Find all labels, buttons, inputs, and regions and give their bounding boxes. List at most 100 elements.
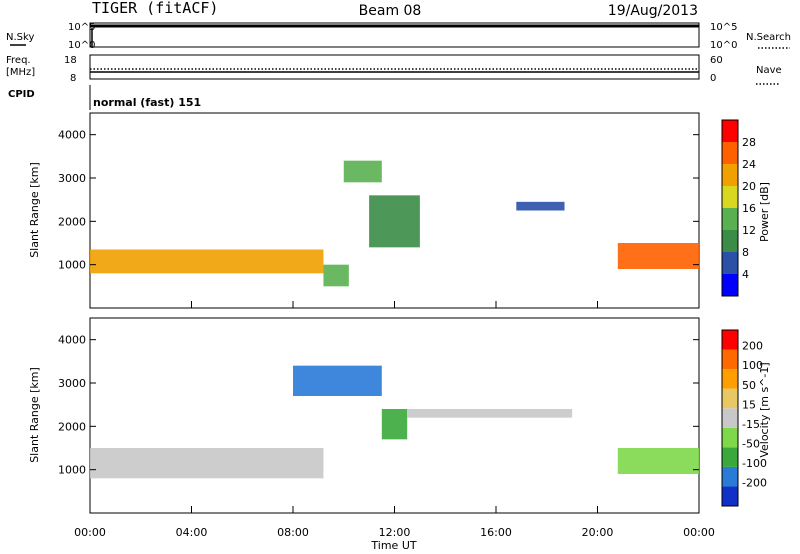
x-tick-label: 12:00 bbox=[379, 526, 411, 539]
power-echo-region bbox=[369, 195, 420, 248]
velocity-echo-region bbox=[293, 365, 382, 396]
power-colorbar-tick-label: 4 bbox=[742, 268, 749, 281]
x-tick-label: 00:00 bbox=[683, 526, 715, 539]
x-tick-label: 08:00 bbox=[277, 526, 309, 539]
power-colorbar-cell bbox=[722, 164, 738, 186]
nsky-panel: N.Sky 10^5 10^0 10^5 10^0 N.Search bbox=[6, 22, 791, 51]
velocity-colorbar-cell bbox=[722, 369, 738, 389]
velocity-colorbar-cell bbox=[722, 447, 738, 467]
power-colorbar-cell bbox=[722, 274, 738, 296]
velocity-panel: 1000 2000 3000 4000 Slant Range [km] bbox=[28, 317, 700, 514]
velocity-colorbar: 200 100 50 15 -15 -50 -100 -200 Velocity [m s^-… bbox=[721, 329, 771, 507]
power-colorbar-cell bbox=[722, 208, 738, 230]
velocity-echoes bbox=[90, 365, 699, 479]
power-y-ticks: 1000 2000 3000 4000 bbox=[58, 129, 699, 272]
velocity-y-ticks: 1000 2000 3000 4000 bbox=[58, 334, 699, 477]
velocity-echo-region bbox=[617, 448, 699, 474]
freq-label: Freq. bbox=[6, 55, 31, 66]
power-ylabel: Slant Range [km] bbox=[28, 162, 41, 258]
freq-panel: Freq. [MHz] 18 8 60 0 Nave bbox=[6, 54, 782, 85]
cpid-label: CPID bbox=[8, 89, 35, 100]
nsearch-tick-top: 10^5 bbox=[710, 22, 737, 33]
x-tick-label: 16:00 bbox=[480, 526, 512, 539]
velocity-colorbar-tick-label: -50 bbox=[742, 437, 760, 450]
velocity-colorbar-cell bbox=[722, 408, 738, 428]
power-echo-region bbox=[323, 264, 349, 287]
power-panel: 1000 2000 3000 4000 Slant Range [km] bbox=[28, 112, 700, 309]
velocity-colorbar-tick-label: 15 bbox=[742, 398, 756, 411]
freq-tick-bottom: 8 bbox=[70, 73, 76, 84]
freq-unit-label: [MHz] bbox=[6, 67, 35, 78]
nave-tick-top: 60 bbox=[710, 55, 723, 66]
velocity-colorbar-cell bbox=[722, 486, 738, 506]
power-y-tick-label: 1000 bbox=[58, 259, 86, 272]
freq-tick-top: 18 bbox=[64, 55, 77, 66]
power-echo-region bbox=[90, 249, 324, 274]
velocity-colorbar-tick-label: -100 bbox=[742, 457, 767, 470]
velocity-colorbar-cell bbox=[722, 330, 738, 350]
power-colorbar-tick-label: 24 bbox=[742, 158, 756, 171]
power-colorbar-cell bbox=[722, 230, 738, 252]
velocity-colorbar-cell bbox=[722, 388, 738, 409]
power-colorbar-cell bbox=[722, 120, 738, 142]
velocity-echo-region bbox=[381, 409, 408, 440]
velocity-colorbar-cell bbox=[722, 427, 738, 448]
power-y-tick-label: 3000 bbox=[58, 172, 86, 185]
power-colorbar-cell bbox=[722, 252, 738, 274]
velocity-colorbar-tick-label: 50 bbox=[742, 379, 756, 392]
power-colorbar-label: Power [dB] bbox=[758, 182, 771, 242]
beam-title: Beam 08 bbox=[359, 3, 422, 19]
power-colorbar-frame bbox=[721, 119, 739, 297]
nave-tick-bottom: 0 bbox=[710, 73, 716, 84]
x-axis-label: Time UT bbox=[370, 539, 416, 552]
cpid-panel: CPID normal (fast) 151 bbox=[8, 85, 201, 110]
power-y-tick-label: 2000 bbox=[58, 215, 86, 228]
power-colorbar-tick-label: 28 bbox=[742, 136, 756, 149]
power-colorbar-ticks: 4 8 12 16 20 24 28 bbox=[742, 136, 756, 281]
power-y-tick-label: 4000 bbox=[58, 129, 86, 142]
power-echo-region bbox=[617, 243, 699, 269]
velocity-y-tick-label: 1000 bbox=[58, 464, 86, 477]
x-tick-label: 00:00 bbox=[74, 526, 106, 539]
cpid-text: normal (fast) 151 bbox=[93, 96, 201, 109]
station-title: TIGER (fitACF) bbox=[92, 0, 218, 17]
velocity-colorbar-cell bbox=[722, 349, 738, 370]
velocity-ylabel: Slant Range [km] bbox=[28, 367, 41, 463]
nsearch-label: N.Search bbox=[746, 32, 791, 43]
nsky-label: N.Sky bbox=[6, 32, 34, 43]
x-tick-label: 20:00 bbox=[582, 526, 614, 539]
power-echo-region bbox=[343, 160, 382, 183]
nave-label: Nave bbox=[756, 65, 782, 76]
velocity-echo-region bbox=[407, 409, 573, 418]
power-colorbar-cell bbox=[722, 186, 738, 208]
power-colorbar: 4 8 12 16 20 24 28 Power [dB] bbox=[721, 119, 771, 297]
velocity-echo-region bbox=[90, 448, 324, 479]
power-colorbar-tick-label: 20 bbox=[742, 180, 756, 193]
date-title: 19/Aug/2013 bbox=[608, 3, 698, 19]
velocity-colorbar-tick-label: -15 bbox=[742, 418, 760, 431]
velocity-colorbar-tick-label: -200 bbox=[742, 477, 767, 490]
velocity-colorbar-tick-label: 100 bbox=[742, 359, 763, 372]
power-echoes bbox=[90, 160, 699, 287]
power-echo-region bbox=[516, 201, 565, 211]
nsearch-tick-bottom: 10^0 bbox=[710, 40, 737, 51]
power-colorbar-tick-label: 12 bbox=[742, 224, 756, 237]
velocity-colorbar-frame bbox=[721, 329, 739, 507]
x-axis: 00:00 04:00 08:00 12:00 16:00 20:00 00:00 Time… bbox=[74, 301, 715, 552]
power-colorbar-cells bbox=[721, 119, 739, 297]
velocity-y-tick-label: 4000 bbox=[58, 334, 86, 347]
velocity-colorbar-cells bbox=[721, 329, 739, 507]
power-colorbar-cell bbox=[722, 142, 738, 164]
nsky-tick-top: 10^5 bbox=[68, 22, 95, 33]
power-colorbar-tick-label: 8 bbox=[742, 246, 749, 259]
nsky-tick-bottom: 10^0 bbox=[68, 40, 95, 51]
velocity-colorbar-label: Velocity [m s^-1] bbox=[758, 362, 771, 457]
x-tick-label: 04:00 bbox=[176, 526, 208, 539]
freq-frame bbox=[89, 54, 700, 80]
velocity-y-tick-label: 2000 bbox=[58, 420, 86, 433]
velocity-y-tick-label: 3000 bbox=[58, 377, 86, 390]
x-ticks: 00:00 04:00 08:00 12:00 16:00 20:00 00:00 bbox=[74, 301, 715, 539]
velocity-colorbar-cell bbox=[722, 466, 738, 487]
velocity-colorbar-ticks: 200 100 50 15 -15 -50 -100 -200 bbox=[742, 340, 767, 490]
